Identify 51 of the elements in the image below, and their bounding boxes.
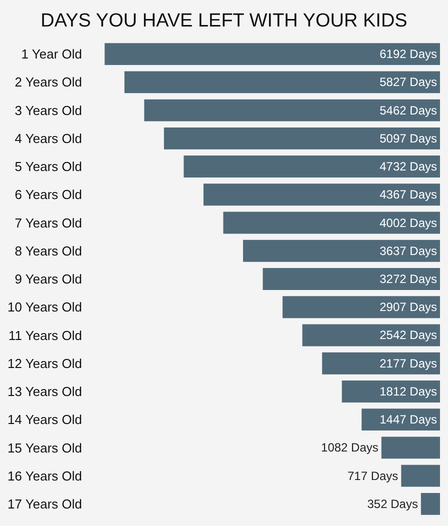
chart-title: DAYS YOU HAVE LEFT WITH YOUR KIDS xyxy=(40,10,408,32)
data-label: 2177 Days xyxy=(380,356,437,370)
bar xyxy=(342,380,440,402)
bar xyxy=(381,436,440,459)
bar xyxy=(420,492,440,515)
y-tick-label: 1 Year Old xyxy=(21,46,82,62)
data-label: 4002 Days xyxy=(380,216,437,230)
y-tick-label: 9 Years Old xyxy=(14,272,82,287)
data-label: 6192 Days xyxy=(380,47,437,62)
bar xyxy=(203,184,440,206)
y-tick-label: 2 Years Old xyxy=(14,74,82,90)
bar xyxy=(184,156,440,178)
y-tick-label: 16 Years Old xyxy=(8,468,82,484)
data-label: 3637 Days xyxy=(380,244,437,258)
data-label: 2542 Days xyxy=(380,328,437,342)
y-tick-label: 7 Years Old xyxy=(14,215,82,230)
y-tick-label: 3 Years Old xyxy=(14,102,82,118)
bar xyxy=(401,464,440,487)
data-label: 2907 Days xyxy=(380,300,437,314)
y-tick-label: 14 Years Old xyxy=(8,412,82,428)
y-tick-label: 8 Years Old xyxy=(14,243,82,258)
y-tick-label: 12 Years Old xyxy=(8,356,82,371)
data-label: 5827 Days xyxy=(380,75,437,90)
y-tick-label: 15 Years Old xyxy=(8,440,82,456)
bar xyxy=(322,352,440,374)
bar xyxy=(104,43,440,66)
bar xyxy=(282,296,440,318)
data-label: 5097 Days xyxy=(380,131,437,146)
bar xyxy=(262,268,440,290)
bar xyxy=(302,324,440,346)
y-tick-label: 17 Years Old xyxy=(8,496,82,512)
data-label: 352 Days xyxy=(367,496,418,511)
y-tick-label: 10 Years Old xyxy=(8,300,82,315)
data-label: 717 Days xyxy=(347,468,398,483)
bar xyxy=(164,127,440,150)
y-tick-label: 6 Years Old xyxy=(14,187,82,202)
y-tick-label: 13 Years Old xyxy=(8,384,82,400)
bar xyxy=(223,212,440,234)
data-label: 1447 Days xyxy=(380,412,437,427)
bar xyxy=(243,240,440,262)
data-label: 1082 Days xyxy=(321,440,378,455)
y-tick-label: 4 Years Old xyxy=(14,130,82,146)
data-label: 4732 Days xyxy=(380,160,437,174)
bar xyxy=(144,99,440,122)
data-label: 3272 Days xyxy=(380,272,437,286)
bar xyxy=(124,71,440,94)
y-tick-label: 5 Years Old xyxy=(14,159,82,174)
y-tick-label: 11 Years Old xyxy=(8,328,82,343)
data-label: 5462 Days xyxy=(380,103,437,118)
data-label: 1812 Days xyxy=(380,384,437,398)
data-label: 4367 Days xyxy=(380,188,437,202)
